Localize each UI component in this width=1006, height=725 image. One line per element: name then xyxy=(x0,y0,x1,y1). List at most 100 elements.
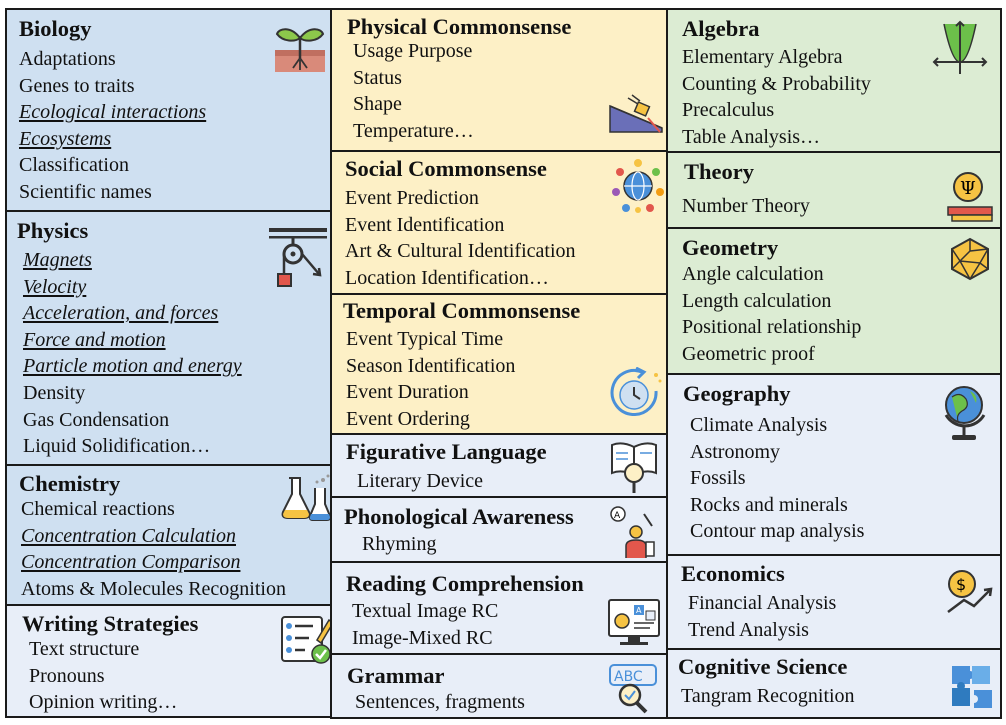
category-item: Ecological interactions xyxy=(19,101,207,124)
category-title: Theory xyxy=(684,159,754,184)
category-item: Classification xyxy=(19,154,129,177)
category-item: Ecosystems xyxy=(19,127,112,150)
category-item: Climate Analysis xyxy=(690,414,828,436)
category-item: Angle calculation xyxy=(682,263,824,285)
category-title: Chemistry xyxy=(19,471,121,496)
category-item: Financial Analysis xyxy=(688,592,837,614)
category-items: Usage Purpose Status Shape Temperature… xyxy=(353,38,474,144)
category-item: Elementary Algebra xyxy=(682,46,843,68)
abc-magnifier-icon: ABC xyxy=(608,663,660,715)
category-items: Literary Device xyxy=(357,468,483,495)
desk-globe-icon xyxy=(936,381,992,443)
category-cell-geometry: Geometry Angle calculation Length calculat… xyxy=(666,227,1002,375)
category-item: Image-Mixed RC xyxy=(352,626,493,649)
parabola-graph-icon xyxy=(932,20,988,76)
category-cell-chemistry: Chemistry Chemical reactions Concentration… xyxy=(5,464,332,606)
category-item: Adaptations xyxy=(19,48,116,70)
category-item: Precalculus xyxy=(682,99,775,122)
category-cell-theory: Theory Number Theory Ψ xyxy=(666,151,1002,229)
category-item: Usage Purpose xyxy=(353,40,473,62)
globe-people-icon xyxy=(610,158,666,214)
category-item: Chemical reactions xyxy=(21,498,175,520)
puzzle-pieces-icon xyxy=(948,664,994,710)
category-items: Magnets Velocity Acceleration, and forces F… xyxy=(23,247,242,460)
category-item: Location Identification… xyxy=(345,266,549,289)
category-item: Rocks and minerals xyxy=(690,493,848,516)
category-cell-cognitive: Cognitive Science Tangram Recognition xyxy=(666,648,1002,719)
category-item: Atoms & Molecules Recognition xyxy=(21,577,286,600)
category-title: Social Commonsense xyxy=(345,156,547,181)
category-items: Event Prediction Event Identification Art … xyxy=(345,185,576,291)
category-item: Status xyxy=(353,66,402,89)
category-item: Particle motion and energy xyxy=(23,355,242,378)
category-item: Gas Condensation xyxy=(23,408,170,431)
category-item: Temperature… xyxy=(353,119,474,142)
category-item: Event Duration xyxy=(346,381,469,404)
category-title: Figurative Language xyxy=(346,439,547,464)
category-item: Opinion writing… xyxy=(29,691,178,714)
category-title: Temporal Commonsense xyxy=(343,298,581,323)
category-item: Text structure xyxy=(29,638,140,660)
category-items: Climate Analysis Astronomy Fossils Rocks an… xyxy=(690,412,864,545)
category-item: Magnets xyxy=(23,249,92,271)
category-cell-algebra: Algebra Elementary Algebra Counting & Prob… xyxy=(666,8,1002,153)
speaking-person-icon: A xyxy=(608,504,656,560)
flask-icon xyxy=(279,472,330,524)
category-title: Geometry xyxy=(682,235,779,260)
category-item: Length calculation xyxy=(682,289,832,312)
category-title: Reading Comprehension xyxy=(346,571,584,596)
category-item: Liquid Solidification… xyxy=(23,435,211,458)
category-item: Sentences, fragments xyxy=(355,691,525,713)
category-items: Chemical reactions Concentration Calculat… xyxy=(21,496,286,602)
category-item: Pronouns xyxy=(29,664,105,687)
category-cell-physics: Physics Magnets Velocity Acceleration, and … xyxy=(5,210,332,466)
category-item: Event Identification xyxy=(345,213,505,236)
category-item: Velocity xyxy=(23,275,87,298)
category-item: Art & Cultural Identification xyxy=(345,240,576,263)
category-items: Event Typical Time Season Identification E… xyxy=(346,326,515,432)
category-items: Textual Image RC Image-Mixed RC xyxy=(352,598,498,651)
category-items: Text structure Pronouns Opinion writing… xyxy=(29,636,177,716)
category-item: Tangram Recognition xyxy=(681,685,855,707)
svg-text:$: $ xyxy=(956,575,966,594)
category-item: Force and motion xyxy=(23,328,166,351)
category-cell-grammar: Grammar Sentences, fragments ABC xyxy=(330,653,668,719)
svg-text:ABC: ABC xyxy=(614,669,643,685)
category-item: Literary Device xyxy=(357,470,484,492)
polyhedron-icon xyxy=(948,237,992,281)
category-cell-figurative: Figurative Language Literary Device xyxy=(330,433,668,498)
category-title: Physical Commonsense xyxy=(347,14,572,39)
category-items: Angle calculation Length calculation Posit… xyxy=(682,261,861,367)
category-item: Shape xyxy=(353,93,402,116)
category-item: Event Prediction xyxy=(345,187,479,209)
category-cell-geography: Geography Climate Analysis Astronomy Fossil… xyxy=(666,373,1002,556)
category-title: Phonological Awareness xyxy=(344,504,574,529)
category-cell-writing: Writing Strategies Text structure Pronouns… xyxy=(5,604,332,718)
category-item: Density xyxy=(23,381,86,404)
category-cell-physical-cs: Physical Commonsense Usage Purpose Status S… xyxy=(330,8,668,152)
category-item: Table Analysis… xyxy=(682,125,821,148)
category-items: Number Theory xyxy=(682,193,810,220)
clock-refresh-icon xyxy=(606,366,664,421)
category-items: Adaptations Genes to traits Ecological int… xyxy=(19,46,206,206)
category-item: Season Identification xyxy=(346,354,516,377)
category-item: Rhyming xyxy=(362,533,437,555)
svg-text:Ψ: Ψ xyxy=(960,178,976,199)
category-item: Number Theory xyxy=(682,195,810,217)
category-cell-biology: Biology Adaptations Genes to traits Ecologi… xyxy=(5,8,332,212)
svg-text:A: A xyxy=(636,606,642,615)
category-cell-economics: Economics Financial Analysis Trend Analysi… xyxy=(666,554,1002,650)
svg-text:A: A xyxy=(614,511,621,521)
category-item: Textual Image RC xyxy=(352,600,499,622)
dollar-trend-icon: $ xyxy=(944,568,996,616)
category-item: Event Typical Time xyxy=(346,328,504,350)
category-item: Concentration Comparison xyxy=(21,551,241,574)
category-cell-reading: Reading Comprehension Textual Image RC Ima… xyxy=(330,561,668,655)
category-item: Event Ordering xyxy=(346,407,470,430)
category-item: Fossils xyxy=(690,467,746,490)
category-title: Grammar xyxy=(347,663,445,688)
category-cell-social-cs: Social Commonsense Event Prediction Event … xyxy=(330,150,668,295)
category-title: Algebra xyxy=(682,16,760,41)
category-item: Scientific names xyxy=(19,180,152,203)
